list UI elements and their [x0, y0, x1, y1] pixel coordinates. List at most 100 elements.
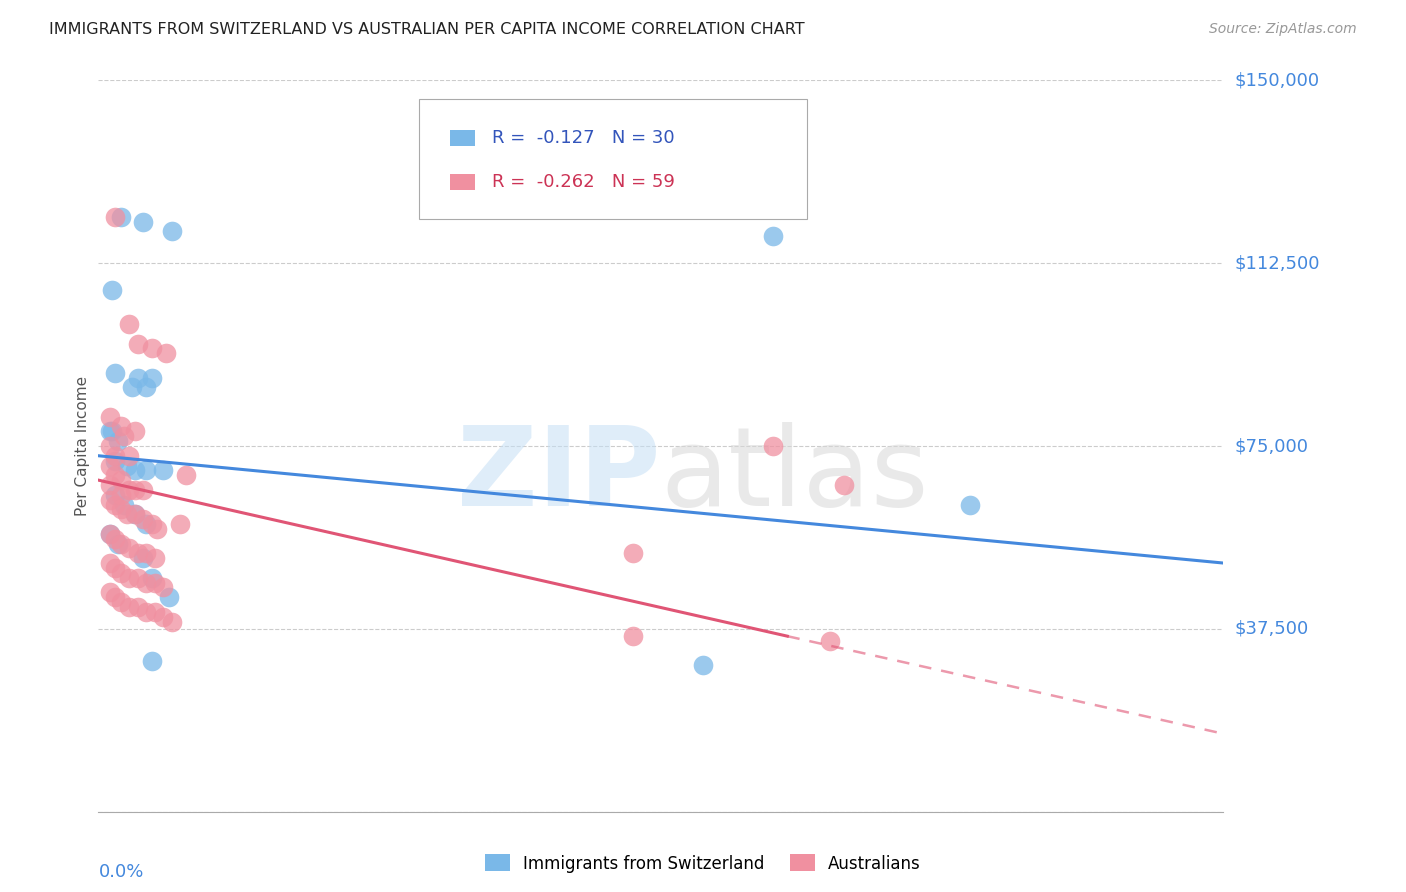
Point — [157, 590, 180, 604]
Point — [132, 512, 155, 526]
Point — [155, 346, 177, 360]
Point — [101, 425, 124, 439]
Point — [135, 463, 157, 477]
Point — [124, 483, 146, 497]
Point — [112, 429, 135, 443]
Point — [118, 571, 141, 585]
Point — [118, 483, 141, 497]
Point — [818, 634, 841, 648]
Point — [146, 522, 169, 536]
Text: $150,000: $150,000 — [1234, 71, 1319, 89]
Point — [141, 342, 163, 356]
Point — [104, 498, 127, 512]
Point — [621, 629, 644, 643]
Point — [127, 370, 149, 384]
Point — [160, 224, 183, 238]
Point — [692, 658, 714, 673]
Point — [143, 575, 166, 590]
Point — [118, 541, 141, 556]
Point — [104, 449, 127, 463]
Point — [104, 366, 127, 380]
Point — [127, 599, 149, 614]
Point — [98, 409, 121, 424]
Point — [124, 508, 146, 522]
Point — [98, 492, 121, 507]
Point — [152, 581, 174, 595]
Point — [135, 546, 157, 560]
Point — [115, 508, 138, 522]
Text: R =  -0.127   N = 30: R = -0.127 N = 30 — [492, 128, 675, 146]
Point — [832, 478, 855, 492]
Point — [107, 434, 129, 449]
Point — [135, 575, 157, 590]
Point — [98, 556, 121, 570]
Text: atlas: atlas — [661, 422, 929, 529]
Bar — [450, 174, 475, 190]
Point — [141, 370, 163, 384]
Point — [762, 229, 785, 244]
Legend: Immigrants from Switzerland, Australians: Immigrants from Switzerland, Australians — [478, 847, 928, 880]
Point — [110, 566, 132, 580]
FancyBboxPatch shape — [419, 99, 807, 219]
Point — [621, 546, 644, 560]
Point — [127, 336, 149, 351]
Point — [141, 571, 163, 585]
Point — [98, 526, 121, 541]
Point — [104, 210, 127, 224]
Point — [104, 561, 127, 575]
Text: Source: ZipAtlas.com: Source: ZipAtlas.com — [1209, 22, 1357, 37]
Text: IMMIGRANTS FROM SWITZERLAND VS AUSTRALIAN PER CAPITA INCOME CORRELATION CHART: IMMIGRANTS FROM SWITZERLAND VS AUSTRALIA… — [49, 22, 804, 37]
Point — [160, 615, 183, 629]
Point — [127, 571, 149, 585]
Point — [101, 283, 124, 297]
Point — [124, 425, 146, 439]
Point — [98, 526, 121, 541]
Point — [124, 508, 146, 522]
Text: $75,000: $75,000 — [1234, 437, 1309, 455]
Point — [104, 590, 127, 604]
Point — [110, 595, 132, 609]
Text: $112,500: $112,500 — [1234, 254, 1320, 272]
Text: 0.0%: 0.0% — [98, 863, 143, 881]
Point — [174, 468, 197, 483]
Point — [141, 516, 163, 531]
Point — [169, 516, 191, 531]
Point — [98, 478, 121, 492]
Point — [132, 551, 155, 566]
Point — [107, 536, 129, 550]
Point — [118, 599, 141, 614]
Text: ZIP: ZIP — [457, 422, 661, 529]
Point — [143, 605, 166, 619]
Point — [110, 210, 132, 224]
Point — [143, 551, 166, 566]
Point — [121, 380, 143, 394]
Text: $37,500: $37,500 — [1234, 620, 1309, 638]
Point — [959, 498, 981, 512]
Point — [110, 536, 132, 550]
Point — [115, 458, 138, 473]
Point — [110, 488, 132, 502]
Point — [118, 449, 141, 463]
Point — [98, 439, 121, 453]
Point — [135, 516, 157, 531]
Point — [127, 546, 149, 560]
Point — [124, 463, 146, 477]
Point — [152, 609, 174, 624]
Point — [118, 317, 141, 331]
Point — [141, 654, 163, 668]
Point — [762, 439, 785, 453]
Point — [135, 605, 157, 619]
Point — [104, 532, 127, 546]
Point — [98, 425, 121, 439]
Point — [98, 585, 121, 599]
Point — [104, 453, 127, 467]
Point — [110, 473, 132, 487]
Point — [152, 463, 174, 477]
Point — [132, 215, 155, 229]
Point — [135, 380, 157, 394]
Point — [104, 468, 127, 483]
Point — [112, 498, 135, 512]
Point — [110, 502, 132, 516]
Point — [98, 458, 121, 473]
Bar — [450, 129, 475, 145]
